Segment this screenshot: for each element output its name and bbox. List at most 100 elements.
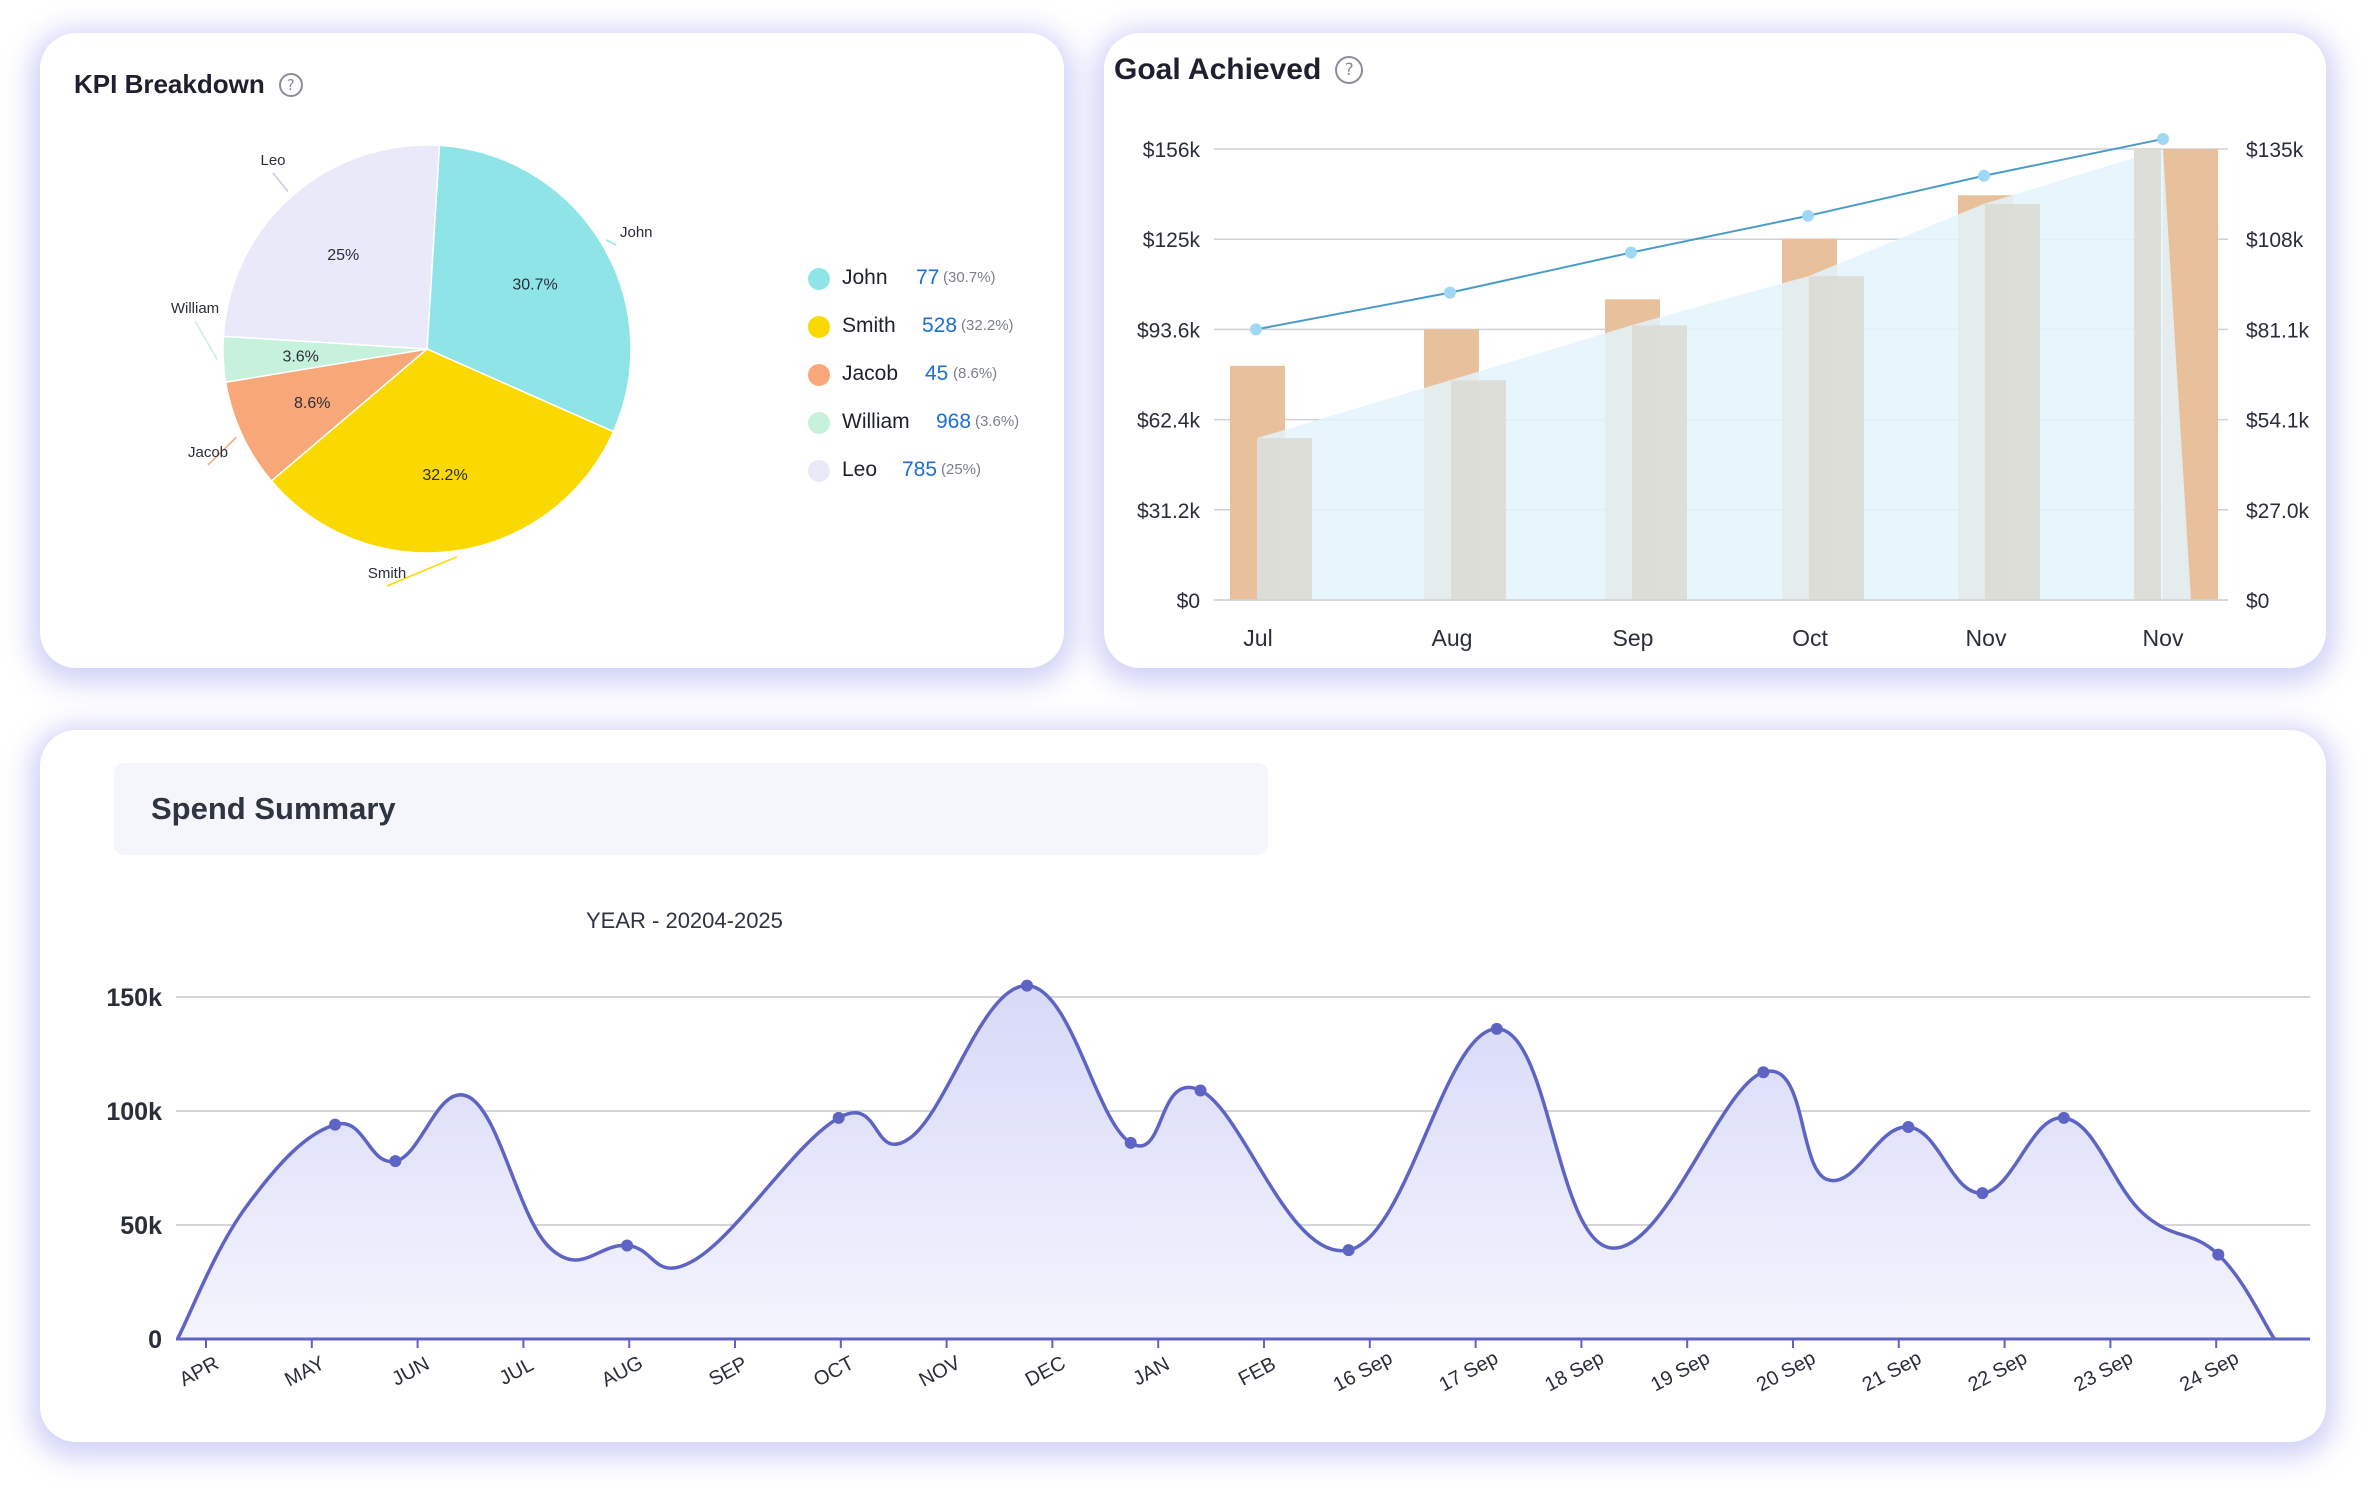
spend-point: [1194, 1084, 1207, 1097]
y-right-tick-label: $0: [2246, 590, 2269, 613]
x-tick-label: NOV: [915, 1352, 964, 1392]
pie-leader-line: [386, 556, 458, 587]
x-tick-label: JAN: [1130, 1353, 1174, 1390]
y-tick-label: 100k: [106, 1098, 162, 1126]
pie-leader-line: [272, 172, 289, 193]
kpi-legend: John 77 (30.7%) Smith 528 (32.2%) Jacob …: [808, 260, 1048, 500]
x-tick-label: 22 Sep: [1965, 1347, 2031, 1396]
spend-point: [1976, 1187, 1989, 1200]
kpi-breakdown-card: KPI Breakdown ? 30.7% John 32.2% Smith 8.6% J…: [40, 33, 1064, 668]
y-tick-label: 50k: [120, 1212, 162, 1240]
y-right-tick-label: $54.1k: [2246, 410, 2310, 433]
legend-percent: (25%): [941, 461, 982, 478]
goal-bar-secondary: [2134, 149, 2161, 600]
spend-line: [175, 983, 2276, 1340]
help-icon[interactable]: ?: [278, 72, 303, 97]
x-tick-label: MAY: [281, 1352, 328, 1391]
pie-slice-leo: [222, 144, 441, 350]
x-tick-label: Oct: [1792, 625, 1828, 651]
x-tick-label: 17 Sep: [1436, 1347, 1502, 1396]
kpi-breakdown-title: KPI Breakdown ?: [74, 69, 303, 100]
y-tick-label: 150k: [106, 984, 162, 1012]
x-tick-label: Aug: [1432, 625, 1473, 651]
pie-slice-john: [426, 144, 632, 433]
y-right-tick-label: $81.1k: [2246, 319, 2310, 342]
legend-item-jacob[interactable]: Jacob 45 (8.6%): [808, 356, 1048, 404]
goal-bar-secondary: [1451, 380, 1506, 600]
legend-dot: [808, 316, 830, 338]
legend-value: 45: [925, 362, 949, 385]
x-tick-label: OCT: [810, 1352, 858, 1391]
legend-item-john[interactable]: John 77 (30.7%): [808, 260, 1048, 308]
spend-point: [2057, 1111, 2070, 1124]
spend-point: [1757, 1066, 1770, 1079]
pie-leader-line: [207, 436, 237, 466]
y-left-tick-label: $93.6k: [1137, 319, 1201, 342]
legend-label: Leo: [842, 458, 878, 481]
help-icon[interactable]: ?: [1335, 56, 1364, 84]
x-tick-label: SEP: [705, 1353, 751, 1391]
legend-dot: [808, 460, 830, 482]
goal-bar-secondary: [1257, 438, 1312, 600]
goal-line-point: [1444, 286, 1456, 299]
spend-point: [1124, 1136, 1137, 1149]
goal-line-point: [1250, 323, 1262, 336]
spend-point: [1342, 1244, 1355, 1257]
legend-value: 785: [902, 458, 938, 481]
legend-item-leo[interactable]: Leo 785 (25%): [808, 452, 1048, 500]
spend-point: [2212, 1248, 2225, 1261]
goal-line-point: [2157, 132, 2169, 145]
spend-area-fill: [177, 985, 2275, 1339]
pie-percent-label: 30.7%: [512, 276, 557, 293]
goal-line-point: [1802, 209, 1814, 222]
x-tick-label: Sep: [1613, 625, 1654, 651]
x-tick-label: 20 Sep: [1753, 1347, 1819, 1396]
spend-point: [832, 1111, 845, 1124]
legend-item-william[interactable]: William 968 (3.6%): [808, 404, 1048, 452]
legend-value: 528: [922, 314, 958, 337]
legend-dot: [808, 268, 830, 290]
spend-point: [1902, 1120, 1915, 1133]
spend-summary-header: Spend Summary: [114, 763, 1268, 855]
y-right-tick-label: $27.0k: [2246, 500, 2310, 523]
goal-line: [1255, 137, 2164, 331]
pie-slice-smith: [270, 348, 615, 554]
goal-bar-secondary: [1809, 276, 1864, 600]
spend-point: [621, 1239, 634, 1252]
pie-leader-line: [606, 239, 617, 246]
x-tick-label: AUG: [598, 1352, 647, 1392]
spend-summary-title: Spend Summary: [151, 791, 396, 826]
x-tick-label: 23 Sep: [2070, 1347, 2136, 1396]
goal-area: [1257, 149, 2191, 600]
pie-percent-label: 32.2%: [422, 467, 467, 484]
x-tick-label: 16 Sep: [1330, 1347, 1396, 1396]
legend-item-smith[interactable]: Smith 528 (32.2%): [808, 308, 1048, 356]
y-left-tick-label: $125k: [1143, 229, 1201, 252]
x-tick-label: FEB: [1235, 1353, 1280, 1391]
pie-percent-label: 3.6%: [282, 348, 318, 365]
legend-percent: (3.6%): [975, 413, 1020, 430]
pie-slice-label: Jacob: [188, 444, 228, 461]
x-tick-label: 21 Sep: [1859, 1347, 1925, 1396]
legend-percent: (8.6%): [953, 365, 998, 382]
y-right-tick-label: $135k: [2246, 139, 2304, 162]
goal-achieved-chart: $0 $31.2k $62.4k $93.6k $125k $156k $0 $27.0k $5…: [1137, 132, 2310, 651]
pie-slice-label: John: [620, 224, 653, 241]
x-tick-label: APR: [176, 1352, 223, 1391]
legend-percent: (32.2%): [961, 317, 1014, 334]
kpi-breakdown-title-text: KPI Breakdown: [74, 69, 265, 99]
x-tick-label: Nov: [2143, 625, 2184, 651]
y-left-tick-label: $0: [1177, 590, 1200, 613]
goal-achieved-title-text: Goal Achieved: [1114, 53, 1322, 86]
y-left-tick-label: $62.4k: [1137, 410, 1201, 433]
kpi-pie-chart: 30.7% John 32.2% Smith 8.6% Jacob 3.6% William 2…: [171, 144, 653, 587]
x-tick-label: JUN: [388, 1353, 433, 1391]
legend-label: Smith: [842, 314, 896, 337]
legend-label: John: [842, 266, 888, 289]
pie-percent-label: 8.6%: [294, 395, 330, 412]
spend-point: [389, 1155, 402, 1168]
x-tick-label: 24 Sep: [2176, 1347, 2242, 1396]
y-right-tick-label: $108k: [2246, 229, 2304, 252]
spend-area-chart: 0 50k 100k 150k APR MAY JUN JUL AUG SEP OCT NOV DEC J…: [106, 979, 2310, 1396]
spend-point: [329, 1118, 342, 1131]
